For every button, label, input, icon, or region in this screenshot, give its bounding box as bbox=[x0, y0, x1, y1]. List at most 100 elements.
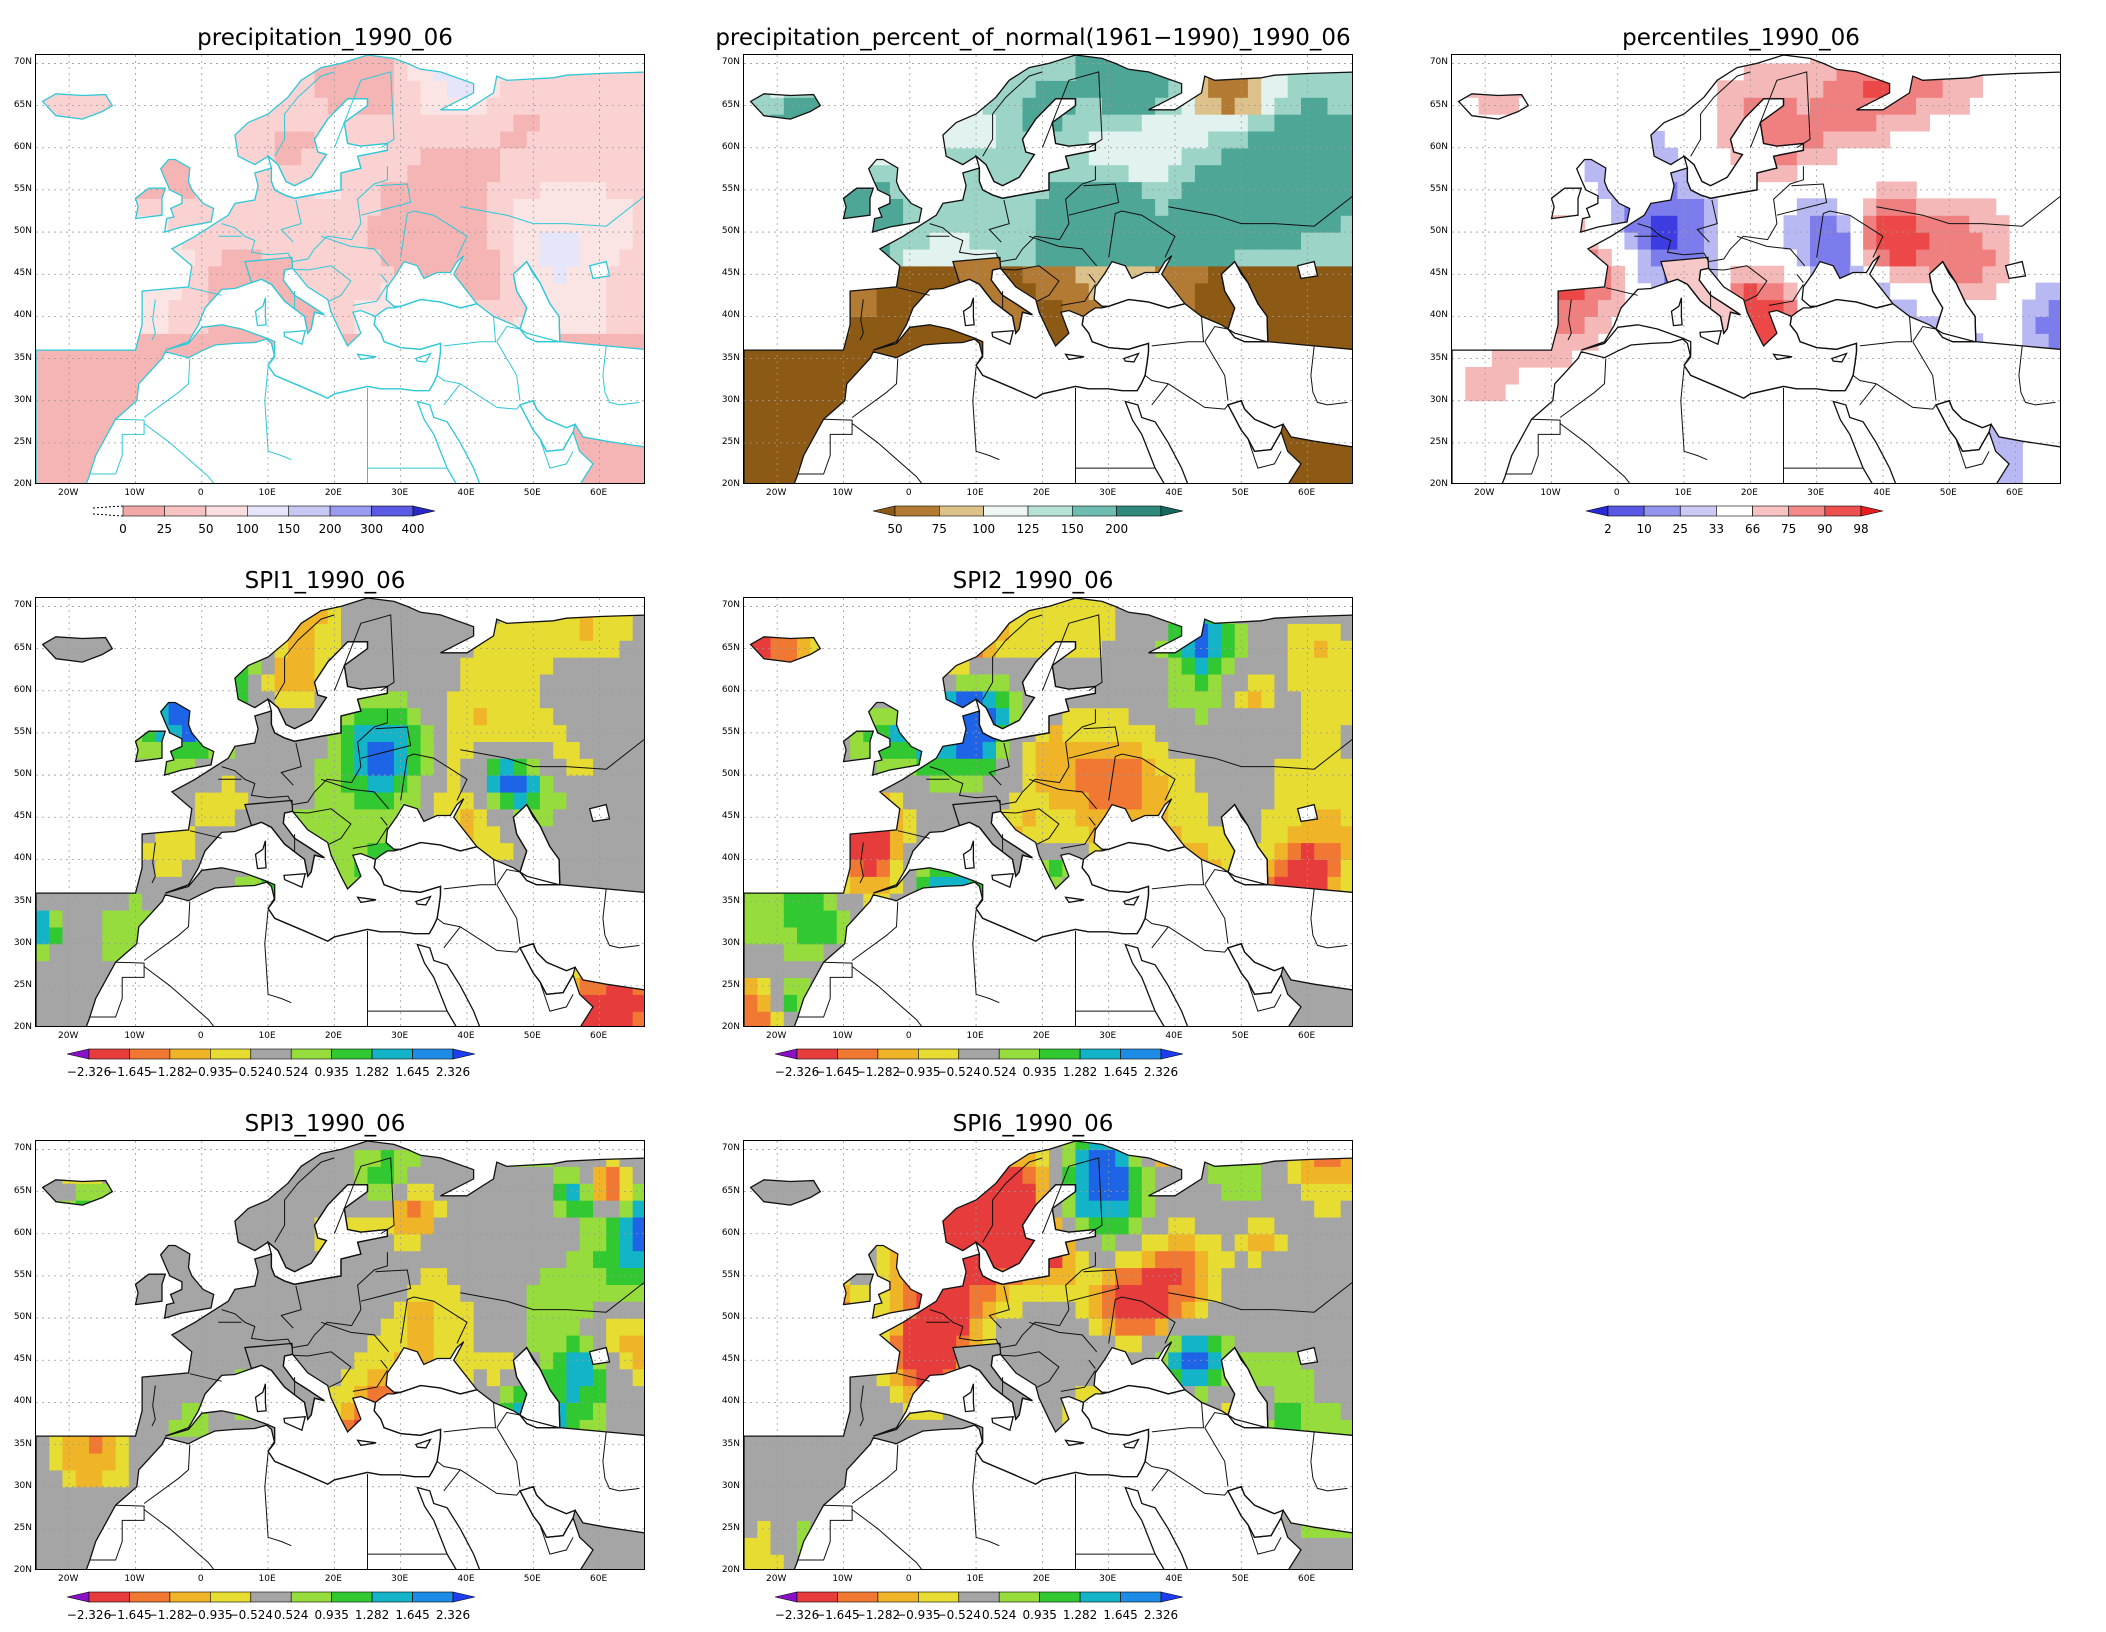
lon-tick-label: 20W bbox=[48, 1031, 88, 1041]
lat-tick-label: 60N bbox=[5, 1228, 32, 1238]
lon-tick-label: 30E bbox=[1796, 488, 1836, 498]
map bbox=[743, 597, 1353, 1027]
colorbar-swatch bbox=[164, 506, 205, 516]
lat-tick-label: 25N bbox=[5, 437, 32, 447]
lon-tick-label: 10W bbox=[823, 1031, 863, 1041]
map bbox=[1451, 54, 2061, 484]
colorbar-arrow-left bbox=[873, 506, 895, 516]
colorbar-swatch bbox=[797, 1592, 837, 1602]
lat-tick-label: 25N bbox=[5, 1523, 32, 1533]
colorbar-swatch bbox=[999, 1592, 1039, 1602]
lon-tick-label: 30E bbox=[1088, 488, 1128, 498]
lon-tick-label: 10E bbox=[247, 488, 287, 498]
lon-tick-label: 20E bbox=[1021, 1574, 1061, 1584]
colorbar-label: 0.935 bbox=[315, 1065, 349, 1079]
colorbar-arrow-left bbox=[775, 1049, 797, 1059]
lat-tick-label: 40N bbox=[1421, 310, 1448, 320]
lat-tick-label: 25N bbox=[713, 437, 740, 447]
colorbar-arrow-right bbox=[1161, 1592, 1183, 1602]
lon-tick-label: 30E bbox=[1088, 1574, 1128, 1584]
colorbar-graphic bbox=[5, 502, 645, 522]
colorbar-swatch bbox=[332, 1592, 372, 1602]
lat-tick-label: 45N bbox=[713, 268, 740, 278]
colorbar-arrow-right bbox=[1861, 506, 1883, 516]
colorbar-label: 1.282 bbox=[1063, 1065, 1097, 1079]
colorbar-label: 2 bbox=[1604, 522, 1612, 536]
colorbar-swatch bbox=[1121, 1592, 1161, 1602]
lat-tick-label: 70N bbox=[5, 57, 32, 67]
colorbar-swatch bbox=[1608, 506, 1644, 516]
colorbar-arrow-right bbox=[413, 506, 435, 516]
lat-tick-label: 20N bbox=[5, 1022, 32, 1032]
lat-tick-label: 55N bbox=[5, 1270, 32, 1280]
colorbar-label: 400 bbox=[402, 522, 425, 536]
colorbar-label: −2.326 bbox=[67, 1065, 111, 1079]
lat-tick-label: 20N bbox=[5, 1565, 32, 1575]
colorbar-label: 1.282 bbox=[355, 1065, 389, 1079]
colorbar-swatch bbox=[210, 1049, 250, 1059]
colorbar-swatch bbox=[413, 1592, 453, 1602]
colorbar-label: 125 bbox=[1017, 522, 1040, 536]
lat-tick-label: 60N bbox=[5, 142, 32, 152]
lat-tick-label: 70N bbox=[1421, 57, 1448, 67]
lat-tick-label: 55N bbox=[713, 727, 740, 737]
colorbar-label: 2.326 bbox=[436, 1065, 470, 1079]
colorbar-label: 0.524 bbox=[982, 1065, 1016, 1079]
colorbar-arrow-left bbox=[67, 1049, 89, 1059]
colorbar-swatch bbox=[1072, 506, 1116, 516]
lat-tick-label: 45N bbox=[5, 811, 32, 821]
lon-tick-label: 20E bbox=[313, 488, 353, 498]
lat-tick-label: 20N bbox=[5, 479, 32, 489]
lon-tick-label: 50E bbox=[1928, 488, 1968, 498]
colorbar-swatch bbox=[247, 506, 288, 516]
colorbar-label: −1.282 bbox=[856, 1065, 900, 1079]
lat-tick-label: 45N bbox=[713, 1354, 740, 1364]
lat-tick-label: 45N bbox=[713, 811, 740, 821]
lon-tick-label: 40E bbox=[446, 488, 486, 498]
lat-tick-label: 25N bbox=[713, 980, 740, 990]
colorbar-label: 200 bbox=[319, 522, 342, 536]
lat-tick-label: 25N bbox=[1421, 437, 1448, 447]
panel-title: precipitation_percent_of_normal(1961−199… bbox=[713, 24, 1353, 52]
colorbar-swatch bbox=[89, 1592, 129, 1602]
map bbox=[743, 1140, 1353, 1570]
lon-tick-label: 30E bbox=[380, 1574, 420, 1584]
lat-tick-label: 65N bbox=[713, 100, 740, 110]
lon-tick-label: 20E bbox=[1729, 488, 1769, 498]
colorbar-swatch bbox=[895, 506, 939, 516]
colorbar-arrow-right bbox=[1161, 1049, 1183, 1059]
colorbar-swatch bbox=[1080, 1592, 1120, 1602]
colorbar-swatch bbox=[291, 1592, 331, 1602]
lon-tick-label: 30E bbox=[380, 1031, 420, 1041]
lat-tick-label: 20N bbox=[713, 479, 740, 489]
lat-tick-label: 60N bbox=[1421, 142, 1448, 152]
lat-tick-label: 65N bbox=[1421, 100, 1448, 110]
lat-tick-label: 65N bbox=[713, 643, 740, 653]
colorbar-swatch bbox=[1121, 1049, 1161, 1059]
colorbar-swatch bbox=[959, 1049, 999, 1059]
map bbox=[743, 54, 1353, 484]
colorbar-swatch bbox=[1080, 1049, 1120, 1059]
lat-tick-label: 40N bbox=[713, 310, 740, 320]
lat-tick-label: 50N bbox=[713, 226, 740, 236]
colorbar-label: 0 bbox=[119, 522, 127, 536]
colorbar-swatch bbox=[984, 506, 1028, 516]
colorbar-swatch bbox=[1680, 506, 1716, 516]
lon-tick-label: 20E bbox=[313, 1574, 353, 1584]
colorbar-swatch bbox=[251, 1592, 291, 1602]
lat-tick-label: 20N bbox=[1421, 479, 1448, 489]
colorbar-swatch bbox=[330, 506, 371, 516]
map-graphic bbox=[744, 1141, 1353, 1570]
lon-tick-label: 60E bbox=[579, 1574, 619, 1584]
colorbar-swatch bbox=[291, 1049, 331, 1059]
colorbar-label: 2.326 bbox=[1144, 1065, 1178, 1079]
colorbar-label: −2.326 bbox=[775, 1065, 819, 1079]
lon-tick-label: 20W bbox=[1464, 488, 1504, 498]
lat-tick-label: 35N bbox=[713, 896, 740, 906]
